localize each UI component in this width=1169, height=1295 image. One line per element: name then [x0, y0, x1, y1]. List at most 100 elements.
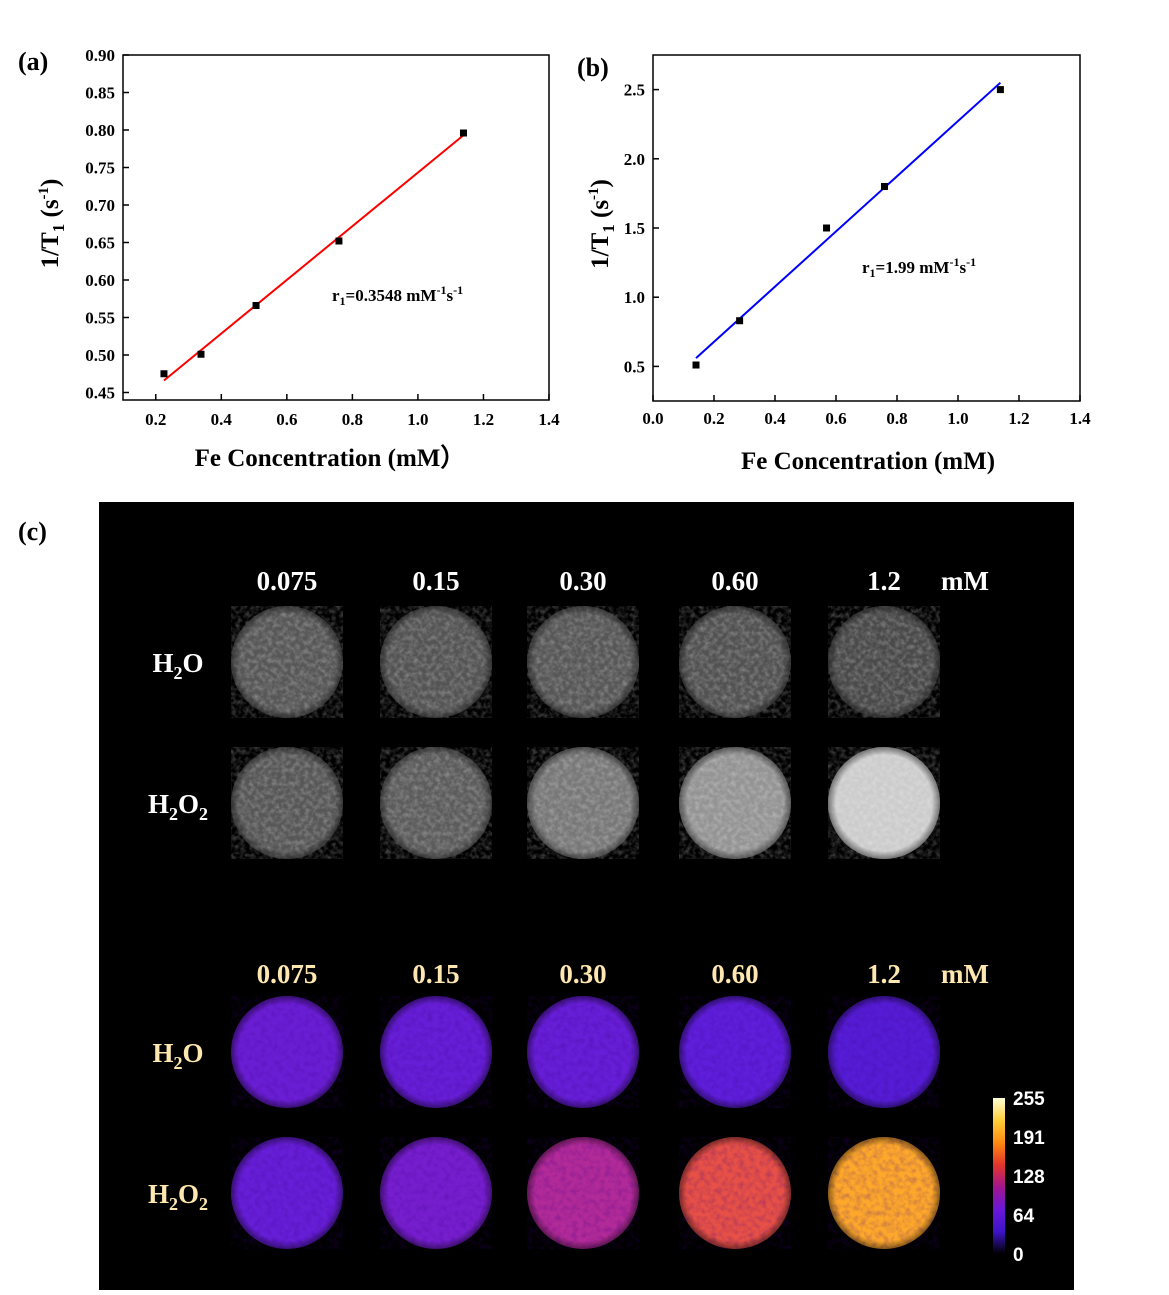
plot-frame-b [652, 54, 1081, 402]
y-axis-title-superscript: -1 [36, 187, 52, 200]
phantom-rim-shade [527, 747, 639, 859]
phantom-rim-shade [527, 1137, 639, 1249]
row-label-rest: O [178, 1179, 199, 1209]
annotation-value: =1.99 mM [876, 258, 950, 277]
concentration-label: 0.60 [711, 566, 758, 596]
phantom-rim-shade [679, 996, 791, 1108]
data-point [880, 182, 888, 190]
x-tick-label: 0.8 [342, 410, 363, 429]
y-axis-title-close: ) [37, 179, 64, 187]
row-label-subscript: 2 [169, 804, 178, 824]
y-tick-label: 0.65 [85, 234, 115, 253]
phantom-rim-shade [527, 996, 639, 1108]
concentration-label: 1.2 [867, 959, 901, 989]
data-point [335, 237, 343, 245]
row-label-subscript: 2 [174, 663, 183, 683]
y-axis-title-unit: (s [587, 200, 614, 225]
y-axis-title-main: 1/T [587, 232, 614, 268]
y-tick-label: 2.5 [624, 81, 645, 100]
data-point [252, 302, 260, 309]
colorbar-tick-label: 191 [1013, 1128, 1045, 1149]
concentration-unit: mM [941, 566, 989, 596]
y-tick-label: 0.60 [85, 271, 115, 290]
y-tick-label: 0.55 [85, 309, 115, 328]
data-point [996, 86, 1004, 94]
annotation-prefix: r [332, 286, 340, 305]
annotation-superscript: -1 [436, 283, 446, 297]
y-axis-title-unit: (s [37, 199, 64, 224]
row-label-main: H [152, 1038, 173, 1068]
y-tick-label: 0.50 [85, 346, 115, 365]
data-point [459, 129, 467, 137]
plot-frame-a [122, 54, 550, 401]
colorbar: 255 191 128 64 0 [993, 1089, 1045, 1266]
annotation-superscript: -1 [453, 283, 463, 297]
annotation-unit: s [446, 286, 453, 305]
phantom-rim-shade [380, 606, 492, 718]
x-tick-label: 1.2 [473, 410, 494, 429]
phantom-rim-shade [380, 1137, 492, 1249]
phantom-rim-shade [828, 606, 940, 718]
phantom-rim-shade [828, 747, 940, 859]
chart-a: 0.2 0.4 0.6 0.8 1.0 1.2 1.4 0.45 0.50 0.55 0.60 0.6… [36, 46, 560, 472]
concentration-label: 1.2 [867, 566, 901, 596]
y-tick-label: 1.5 [624, 219, 645, 238]
concentration-label: 0.15 [412, 566, 459, 596]
row-label-main: H [152, 648, 173, 678]
y-tick-label: 2.0 [624, 150, 645, 169]
panel-label-a: (a) [18, 47, 48, 76]
phantom-rim-shade [828, 1137, 940, 1249]
y-tick-label: 0.80 [85, 121, 115, 140]
panel-label-b: (b) [577, 53, 609, 82]
y-tick-label: 0.5 [624, 357, 645, 376]
row-label-subscript: 2 [199, 1194, 208, 1214]
annotation-value: =0.3548 mM [346, 286, 437, 305]
phantom-rim-shade [679, 747, 791, 859]
chart-b: 0.0 0.2 0.4 0.6 0.8 1.0 1.2 1.4 0.5 1.0 1.5 2.0 2.5 F… [586, 54, 1091, 475]
phantom-rim-shade [679, 606, 791, 718]
sample-row-label: H2O2 [148, 1179, 208, 1214]
phantom-rim-shade [380, 996, 492, 1108]
concentration-label: 0.075 [257, 566, 318, 596]
x-axis-title: Fe Concentration (mM） [195, 443, 466, 472]
y-axis-title-subscript: 1 [599, 224, 618, 233]
phantom-rim-shade [828, 996, 940, 1108]
x-tick-label: 0.0 [642, 409, 663, 428]
data-point [736, 317, 744, 325]
data-point [692, 361, 700, 369]
x-tick-label: 1.2 [1008, 409, 1029, 428]
row-label-rest: O [183, 648, 204, 678]
y-axis-title: 1/T1 (s-1) [586, 179, 618, 269]
row-label-subscript: 2 [169, 1194, 178, 1214]
phantom-rim-shade [231, 606, 343, 718]
phantom-rim-shade [231, 996, 343, 1108]
x-tick-label: 0.2 [145, 410, 166, 429]
concentration-label: 0.60 [711, 959, 758, 989]
x-tick-label: 0.6 [276, 410, 297, 429]
row-label-subscript: 2 [199, 804, 208, 824]
y-tick-label: 0.45 [85, 384, 115, 403]
annotation-superscript: -1 [949, 255, 959, 269]
x-tick-label: 0.4 [211, 410, 233, 429]
x-tick-label: 0.2 [703, 409, 724, 428]
x-tick-label: 1.0 [947, 409, 968, 428]
y-tick-label: 0.70 [85, 196, 115, 215]
relaxivity-annotation: r1=1.99 mM-1s-1 [862, 255, 976, 280]
concentration-unit: mM [941, 959, 989, 989]
y-tick-label: 1.0 [624, 288, 645, 307]
colorbar-scale [993, 1098, 1005, 1254]
y-axis-title-superscript: -1 [586, 187, 602, 200]
concentration-label: 0.30 [559, 959, 606, 989]
y-axis-title: 1/T1 (s-1) [36, 179, 68, 269]
x-tick-label: 1.4 [1069, 409, 1091, 428]
colorbar-tick-label: 255 [1013, 1089, 1045, 1110]
phantom-rim-shade [231, 747, 343, 859]
y-tick-label: 0.75 [85, 159, 115, 178]
row-label-main: H [148, 789, 169, 819]
data-point [197, 350, 205, 358]
x-tick-label: 0.6 [825, 409, 846, 428]
